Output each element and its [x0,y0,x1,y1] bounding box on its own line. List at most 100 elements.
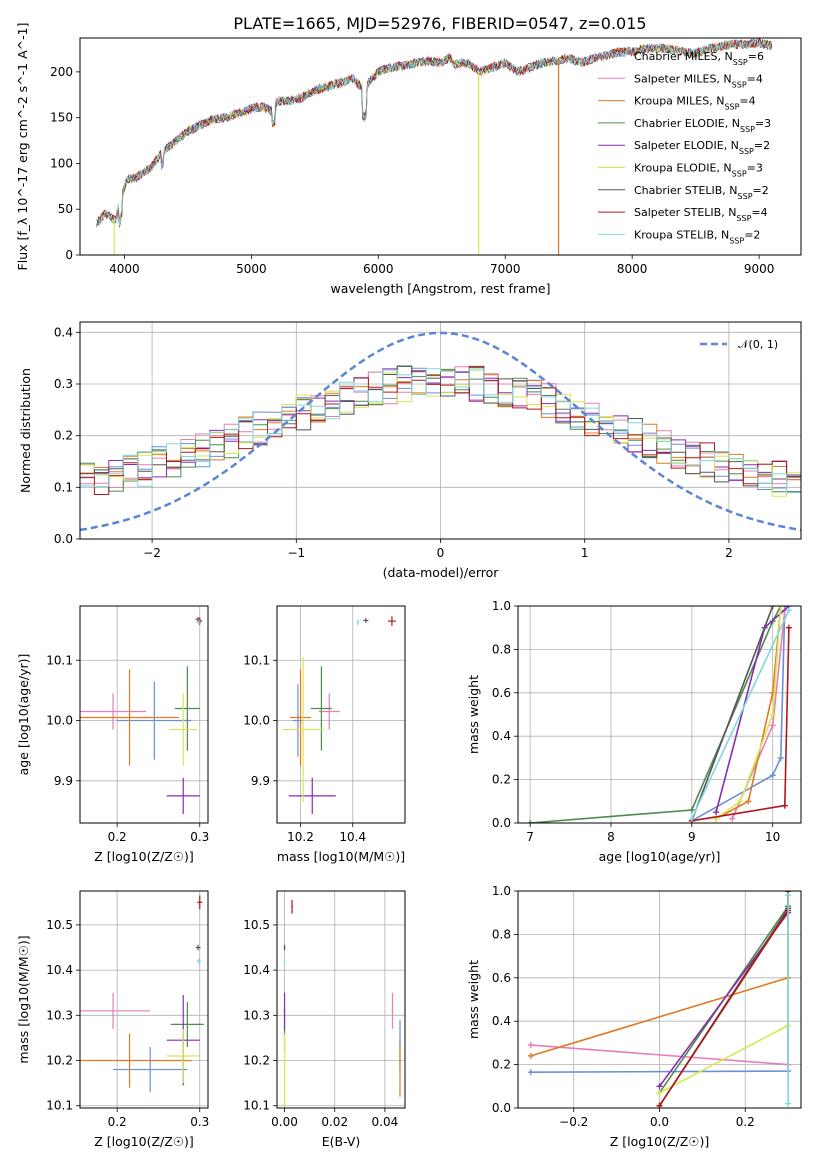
series-line [530,606,782,823]
series-line [691,609,790,820]
errorbar-salpeter-elodie [166,777,200,814]
y-tick-label: 10.1 [243,653,270,667]
plot-content [80,616,203,814]
y-tick-label: 150 [50,111,73,125]
x-tick-label: 0.2 [108,1115,127,1129]
x-tick-label: 0.3 [190,1115,209,1129]
y-tick-label: 0.3 [54,377,73,391]
y-tick-label: 10.4 [46,963,73,977]
errorbar-chabrier-elodie [170,1001,204,1047]
y-tick-label: 10.0 [243,714,270,728]
x-axis-label: (data-model)/error [383,565,500,580]
errorbar-kroupa-stelib [356,619,360,626]
legend: 𝒩(0, 1) [700,338,778,351]
errorbar-salpeter-elodie [283,992,286,1029]
legend-count: =4 [747,72,763,85]
errorbar-chabrier-elodie [310,666,332,751]
y-tick-label: 50 [58,202,73,216]
axes-mass-vs-ebv: 0.00 0.02 0.04 10.1 10.2 10.3 10.4 10.5 E(B-V) [243,890,406,1149]
spectrum-line-chabrier-elodie [96,38,773,228]
y-axis-label: mass weight [466,675,481,754]
legend-subscript: SSP [738,191,753,200]
legend-count: =4 [751,206,767,219]
x-axis-label: Z [log10(Z/Z☉)] [610,1134,710,1149]
x-tick-label: 7 [526,830,534,844]
errorbar-kroupa-miles [80,1033,192,1088]
errorbar-kroupa-elodie [283,1033,286,1106]
spectrum-line-chabrier-stelib [96,38,773,226]
legend-count: =3 [755,117,771,130]
axes-residuals: −2 −1 0 1 2 0.0 0.1 0.2 0.3 0.4 (data-model)/error… [18,321,802,580]
errorbar-chabrier-stelib [363,618,369,623]
x-axis-label: age [log10(age/yr)] [599,849,721,864]
x-tick-label: 6000 [363,262,394,276]
figure-title: PLATE=1665, MJD=52976, FIBERID=0547, z=0… [233,14,646,33]
legend-label: Salpeter STELIB, NSSP=4 [634,206,768,223]
y-tick-label: 10.4 [243,963,270,977]
x-tick-label: 0.2 [108,830,127,844]
legend-subscript: SSP [736,214,751,223]
errorbar-kroupa-elodie [169,693,198,766]
y-tick-label: 10.5 [46,918,73,932]
errorbar-kroupa-stelib [283,958,286,964]
legend: Chabrier MILES, NSSP=6 Salpeter MILES, NS… [598,50,771,245]
x-tick-label: 7000 [490,262,521,276]
y-tick-label: 0.4 [54,325,73,339]
legend-subscript: SSP [739,147,754,156]
legend-label: Chabrier ELODIE, NSSP=3 [634,117,771,133]
y-axis-label: mass weight [466,960,481,1039]
legend-label: 𝒩(0, 1) [738,338,778,351]
y-tick-label: 0.0 [54,532,73,546]
errorbar-chabrier-miles [117,681,192,760]
axes-frame [79,37,802,256]
grid [277,891,405,1108]
y-tick-label: 10.1 [46,1099,73,1113]
x-tick-label: 0 [437,546,445,560]
axes-mass-vs-Z: 0.2 0.3 10.1 10.2 10.3 10.4 10.5 Z [log10(Z/Z☉)… [16,890,209,1149]
x-tick-label: −0.2 [559,1115,588,1129]
y-tick-label: 1.0 [492,599,511,613]
errorbar-salpeter-miles [391,992,394,1029]
series-line [691,606,774,822]
errorbar-kroupa-stelib [196,958,202,964]
x-tick-label: 4000 [109,262,140,276]
errorbar-chabrier-miles [292,684,304,757]
spectrum-line-kroupa-elodie [98,38,772,223]
grid [518,890,801,1109]
errorbar-chabrier-stelib [195,944,201,951]
y-tick-label: 0.1 [54,480,73,494]
x-tick-label: 10.2 [287,830,314,844]
y-tick-label: 0.4 [492,729,511,743]
series-kroupa-elodie [713,606,784,822]
histogram-chabrier-stelib [80,365,801,487]
x-tick-label: 8 [607,830,615,844]
y-tick-label: 9.9 [251,774,270,788]
axes-age-vs-Z: 0.2 0.3 9.9 10.0 10.1 Z [log10(Z/Z☉)] age [log… [16,605,209,864]
plot-content [96,38,773,255]
legend-count: =6 [748,50,764,63]
y-axis-label: mass [log10(M/M☉)] [16,935,31,1063]
y-tick-label: 10.3 [46,1008,73,1022]
x-tick-label: 10.4 [339,830,366,844]
errorbar-kroupa-miles [80,669,180,766]
y-tick-label: 10.1 [46,653,73,667]
errorbar-salpeter-elodie [288,777,336,814]
legend-count: =2 [744,228,760,241]
axes-spectrum: 4000 5000 6000 7000 8000 9000 0 50 100 150 200 wave… [15,23,802,296]
legend-count: =2 [753,184,769,197]
errorbar-kroupa-elodie [282,657,325,802]
y-tick-label: 0.8 [492,642,511,656]
errorbar-chabrier-stelib [283,944,286,951]
legend-label: Salpeter ELODIE, NSSP=2 [634,139,770,156]
x-tick-label: 0.0 [650,1115,669,1129]
y-tick-label: 10.5 [243,918,270,932]
series-line [691,606,786,822]
errorbar-kroupa-miles [290,669,311,766]
x-axis-label: Z [log10(Z/Z☉)] [94,1134,194,1149]
normal-curve [80,331,801,532]
y-tick-label: 1.0 [492,884,511,898]
axes-age-vs-mass: 10.2 10.4 9.9 10.0 10.1 mass [log10(M/M☉)] [243,605,406,864]
legend-label: Kroupa STELIB, NSSP=2 [634,228,760,245]
x-tick-label: 0.02 [321,1115,348,1129]
